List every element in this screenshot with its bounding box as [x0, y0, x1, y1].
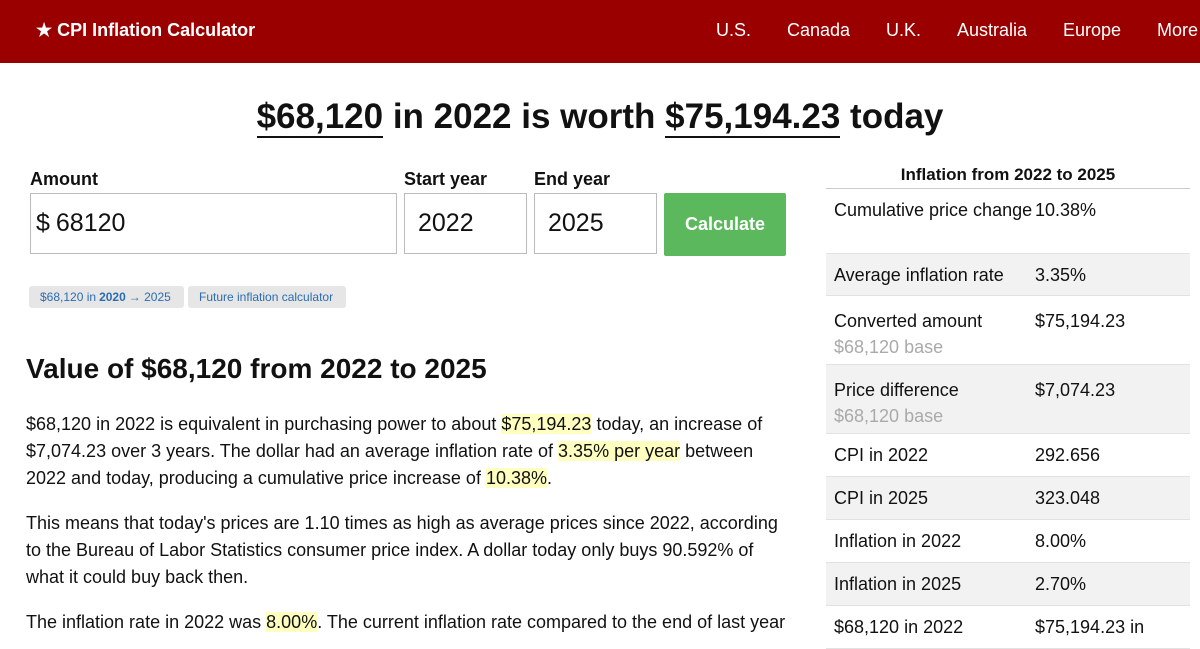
- table-row: Average inflation rate 3.35%: [826, 254, 1190, 296]
- p1-text: .: [547, 468, 553, 488]
- amount-value: 68120: [55, 209, 126, 237]
- p1-text: today, an increase of $7,074.23 over 3 y…: [26, 414, 763, 461]
- row-value: $75,194.23: [1035, 311, 1126, 331]
- amount-label: Amount: [30, 169, 98, 189]
- nav-more[interactable]: More: [1157, 20, 1199, 40]
- nav-us[interactable]: U.S.: [716, 20, 752, 40]
- p1-highlight-cumulative: 10.38%: [485, 468, 548, 488]
- start-year-input[interactable]: 2022: [404, 193, 527, 254]
- start-year-value: 2022: [418, 209, 474, 237]
- row-key-sub: $68,120 base: [834, 406, 944, 426]
- headline-tail: today: [840, 97, 944, 136]
- end-year-value: 2025: [548, 209, 604, 237]
- table-row: Inflation in 2025 2.70%: [826, 563, 1190, 606]
- calculate-button[interactable]: Calculate: [664, 193, 786, 256]
- summary-paragraph: $68,120 in 2022 is equivalent in purchas…: [26, 411, 796, 492]
- end-year-input[interactable]: 2025: [534, 193, 657, 254]
- row-value: 2.70%: [1035, 574, 1087, 594]
- table-row: Price difference $68,120 base $7,074.23: [826, 365, 1190, 434]
- p1-highlight-value: $75,194.23: [501, 414, 592, 434]
- row-key: Cumulative price change: [834, 200, 1033, 220]
- end-year-label: End year: [534, 169, 611, 189]
- p3-text: . The current inflation rate compared to…: [317, 612, 786, 632]
- pill-text-b: 2020: [99, 290, 126, 304]
- row-key: Average inflation rate: [834, 265, 1004, 285]
- headline-mid: in 2022 is worth: [383, 97, 666, 136]
- p1-text: $68,120 in 2022 is equivalent in purchas…: [26, 414, 502, 434]
- row-key-text: Converted amount: [834, 311, 983, 331]
- nav-uk[interactable]: U.K.: [886, 20, 922, 40]
- inflation-summary-table: Inflation from 2022 to 2025 Cumulative p…: [826, 163, 1190, 649]
- inflation-rate-paragraph: The inflation rate in 2022 was 8.00%. Th…: [26, 609, 796, 636]
- page-title: $68,120 in 2022 is worth $75,194.23 toda…: [0, 97, 1200, 138]
- summary-table-title: Inflation from 2022 to 2025: [826, 163, 1190, 189]
- pill-text-a: $68,120 in: [40, 290, 97, 304]
- related-link-2020[interactable]: $68,120 in 2020 → 2025: [29, 286, 184, 308]
- section-heading: Value of $68,120 from 2022 to 2025: [26, 353, 487, 384]
- site-brand-link[interactable]: ★ CPI Inflation Calculator: [36, 20, 255, 41]
- p3-text: The inflation rate in 2022 was: [26, 612, 267, 632]
- row-value: 323.048: [1035, 488, 1101, 508]
- headline-amount: $68,120: [256, 97, 384, 138]
- row-key: CPI in 2025: [834, 488, 929, 508]
- row-key: CPI in 2022: [834, 445, 929, 465]
- start-year-label: Start year: [404, 169, 488, 189]
- row-key: Converted amount $68,120 base: [834, 308, 1035, 364]
- table-row: $68,120 in 2022 $75,194.23 in: [826, 606, 1190, 649]
- row-value: 10.38%: [1035, 200, 1097, 220]
- pill-text-future: Future inflation calculator: [199, 290, 334, 304]
- table-row: Converted amount $68,120 base $75,194.23: [826, 296, 1190, 365]
- nav-europe[interactable]: Europe: [1063, 20, 1122, 40]
- amount-input[interactable]: $ 68120: [30, 193, 397, 254]
- row-value: $75,194.23 in: [1035, 617, 1145, 637]
- row-key-sub: $68,120 base: [834, 337, 944, 357]
- top-navbar: ★ CPI Inflation Calculator U.S. Canada U…: [0, 0, 1200, 63]
- table-row: Inflation in 2022 8.00%: [826, 520, 1190, 563]
- row-key: Inflation in 2022: [834, 531, 962, 551]
- table-row: CPI in 2025 323.048: [826, 477, 1190, 520]
- pill-text-c: → 2025: [128, 290, 171, 304]
- comparison-paragraph: This means that today's prices are 1.10 …: [26, 513, 778, 587]
- p1-highlight-rate: 3.35% per year: [558, 441, 681, 461]
- brand-label: ★ CPI Inflation Calculator: [36, 20, 256, 40]
- row-key: $68,120 in 2022: [834, 617, 964, 637]
- row-value: 8.00%: [1035, 531, 1087, 551]
- row-value: 292.656: [1035, 445, 1101, 465]
- row-value: 3.35%: [1035, 265, 1087, 285]
- headline-value: $75,194.23: [665, 97, 841, 138]
- row-value: $7,074.23: [1035, 380, 1116, 400]
- nav-australia[interactable]: Australia: [957, 20, 1028, 40]
- nav-menu: U.S. Canada U.K. Australia Europe More: [0, 20, 1200, 44]
- nav-canada[interactable]: Canada: [787, 20, 851, 40]
- future-calculator-link[interactable]: Future inflation calculator: [188, 286, 346, 308]
- row-key: Inflation in 2025: [834, 574, 962, 594]
- p3-highlight-rate: 8.00%: [266, 612, 318, 632]
- row-key-text: Price difference: [834, 380, 959, 400]
- p1-text: between 2022 and today, producing a cumu…: [26, 441, 754, 488]
- table-row: CPI in 2022 292.656: [826, 434, 1190, 477]
- row-key: Price difference $68,120 base: [834, 377, 1035, 433]
- table-row: Cumulative price change 10.38%: [826, 189, 1190, 254]
- currency-symbol: $: [36, 209, 50, 237]
